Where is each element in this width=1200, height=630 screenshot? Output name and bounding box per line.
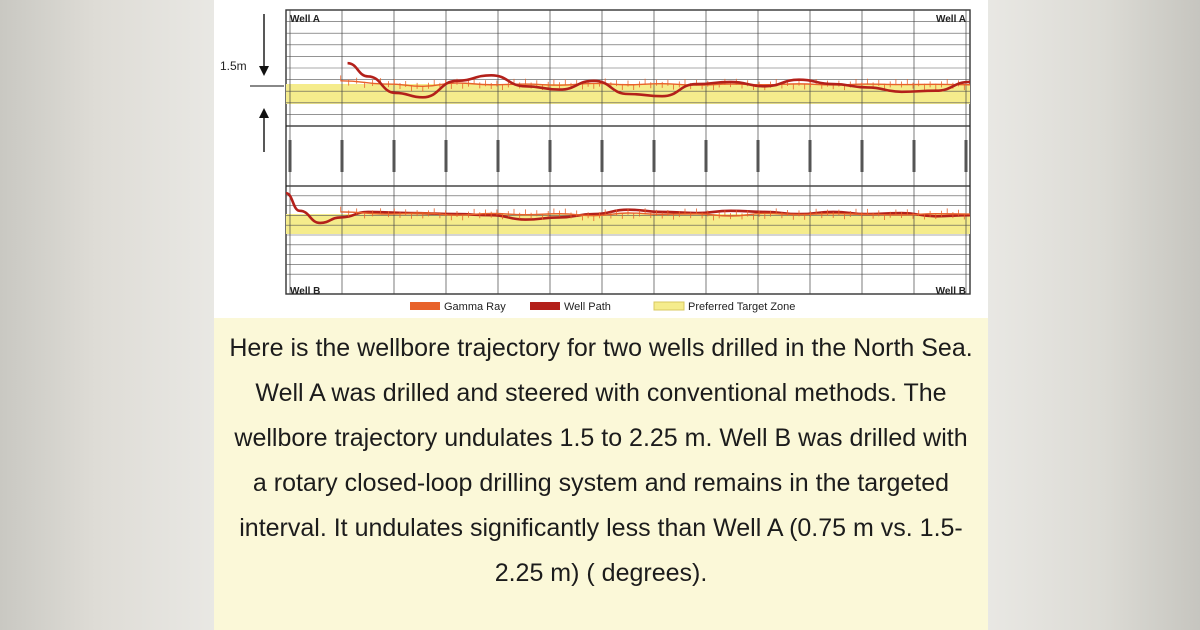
legend-swatch <box>653 301 685 311</box>
legend-label: Preferred Target Zone <box>688 301 795 313</box>
depth-tick-label <box>652 140 656 172</box>
gamma-ray-series-b <box>340 206 971 222</box>
depth-tick-label <box>704 140 708 172</box>
well-b-label-right: Well B <box>936 286 966 297</box>
legend-swatch <box>530 302 560 310</box>
legend-label: Gamma Ray <box>444 301 506 313</box>
well-path-series-a <box>347 61 971 99</box>
depth-tick-label <box>964 140 968 172</box>
legend-label: Well Path <box>564 301 611 313</box>
depth-tick-label <box>600 140 604 172</box>
depth-tick-label <box>340 140 344 172</box>
chart-legend: Gamma Ray Well Path Preferred Target Zone <box>410 301 795 313</box>
legend-swatch <box>410 302 440 310</box>
depth-tick-label <box>860 140 864 172</box>
scale-label: 1.5m <box>220 59 247 73</box>
depth-tick-label <box>912 140 916 172</box>
depth-tick-label <box>756 140 760 172</box>
gamma-ray-series-a <box>340 75 971 92</box>
wellbore-chart: Well A Well A Well B Well B 1.5m Gamma Ray Wel… <box>220 9 971 313</box>
figure-caption: Here is the wellbore trajectory for two … <box>214 318 988 630</box>
article-card: Well A Well A Well B Well B 1.5m Gamma Ray Wel… <box>214 0 988 630</box>
plot-frame <box>285 9 971 295</box>
well-a-label-left: Well A <box>290 14 320 25</box>
well-a-label-right: Well A <box>936 14 966 25</box>
well-b-label-left: Well B <box>290 286 320 297</box>
scale-arrowhead-up <box>259 108 269 118</box>
scale-arrowhead-down <box>259 66 269 76</box>
depth-tick-label <box>392 140 396 172</box>
well-path-line <box>347 61 971 99</box>
depth-tick-label <box>496 140 500 172</box>
depth-tick-label <box>808 140 812 172</box>
target-zone-band-b <box>286 214 970 234</box>
depth-tick-label <box>548 140 552 172</box>
depth-tick-label <box>444 140 448 172</box>
wellbore-figure: Well A Well A Well B Well B 1.5m Gamma Ray Wel… <box>214 0 988 318</box>
depth-tick-label <box>288 140 292 172</box>
